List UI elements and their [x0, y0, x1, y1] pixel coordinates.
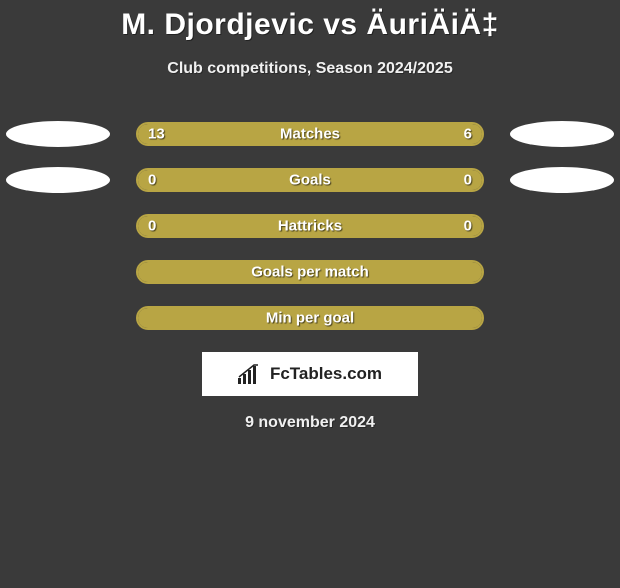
stat-value-right: 6: [464, 126, 472, 143]
player-left-oval: [6, 167, 110, 193]
page-title: M. Djordjevic vs ÄuriÄiÄ‡: [0, 8, 620, 42]
stat-value-right: 0: [464, 172, 472, 189]
player-right-oval: [510, 167, 614, 193]
logo-text: FcTables.com: [270, 364, 382, 384]
stat-row-goals: 0 Goals 0: [0, 168, 620, 192]
stat-row-min-per-goal: Min per goal: [0, 306, 620, 330]
stat-row-hattricks: 0 Hattricks 0: [0, 214, 620, 238]
stat-row-goals-per-match: Goals per match: [0, 260, 620, 284]
stat-value-right: 0: [464, 218, 472, 235]
stat-row-matches: 13 Matches 6: [0, 122, 620, 146]
stat-bar-goals: 0 Goals 0: [136, 168, 484, 192]
stat-label: Matches: [138, 126, 482, 143]
stat-rows: 13 Matches 6 0 Goals 0 0 Hattricks 0: [0, 122, 620, 330]
chart-bars-icon: [238, 364, 266, 384]
subtitle: Club competitions, Season 2024/2025: [0, 60, 620, 78]
stat-label: Hattricks: [138, 218, 482, 235]
stat-bar-hattricks: 0 Hattricks 0: [136, 214, 484, 238]
stat-label: Goals per match: [138, 264, 482, 281]
stat-bar-min-per-goal: Min per goal: [136, 306, 484, 330]
player-left-oval: [6, 121, 110, 147]
logo-box: FcTables.com: [202, 352, 418, 396]
stat-bar-goals-per-match: Goals per match: [136, 260, 484, 284]
stat-bar-matches: 13 Matches 6: [136, 122, 484, 146]
date-text: 9 november 2024: [0, 414, 620, 432]
player-right-oval: [510, 121, 614, 147]
stat-label: Min per goal: [138, 310, 482, 327]
stat-label: Goals: [138, 172, 482, 189]
